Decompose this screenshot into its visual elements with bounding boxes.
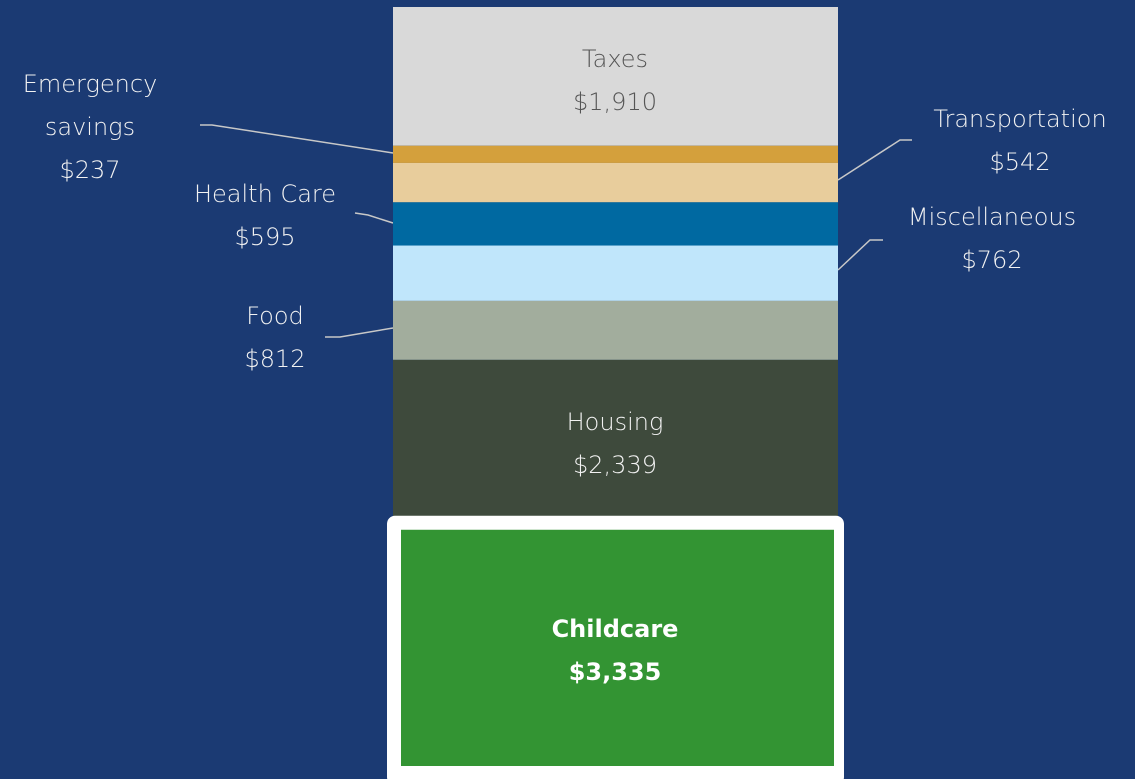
- segment-name: Transportation: [933, 105, 1107, 133]
- leader-line: [354, 212, 394, 224]
- segment-name: Taxes: [581, 45, 649, 73]
- leader-line: [837, 139, 912, 181]
- segment-value: $3,335: [568, 658, 662, 686]
- segment-name: Emergency savings: [22, 70, 158, 141]
- segment-name: Food: [246, 302, 304, 330]
- segment-value: $595: [234, 223, 296, 251]
- segment-name: Childcare: [551, 615, 679, 643]
- leaders: [200, 124, 912, 338]
- segment-value: $1,910: [573, 88, 657, 116]
- segment-label: Childcare $3,335: [552, 608, 679, 694]
- leader-line: [837, 239, 883, 271]
- segment-value: $237: [59, 156, 121, 184]
- segment-name: Housing: [566, 408, 664, 436]
- segment-label: Health Care $595: [194, 173, 336, 259]
- leader-line: [325, 327, 394, 338]
- segment-label: Emergency savings $237: [5, 63, 175, 192]
- segment-value: $2,339: [573, 451, 657, 479]
- segment-value: $542: [989, 148, 1051, 176]
- bar-segment: [393, 7, 838, 146]
- leader-line: [200, 124, 394, 154]
- bar-segment: [393, 162, 838, 203]
- segment-label: Taxes $1,910: [573, 38, 657, 124]
- segment-value: $762: [961, 246, 1023, 274]
- bar-segment: [393, 359, 838, 530]
- bar-segment: [393, 300, 838, 360]
- bar-segment: [393, 245, 838, 301]
- segment-label: Transportation $542: [933, 98, 1106, 184]
- segment-name: Health Care: [193, 180, 337, 208]
- bar-segment: [393, 145, 838, 163]
- segment-value: $812: [244, 345, 306, 373]
- bar-segment: [393, 202, 838, 246]
- bar-segment: [401, 529, 834, 766]
- segment-label: Housing $2,339: [567, 401, 664, 487]
- segment-name: Miscellaneous: [907, 203, 1077, 231]
- segment-label: Food $812: [244, 295, 305, 381]
- segment-label: Miscellaneous $762: [908, 196, 1076, 282]
